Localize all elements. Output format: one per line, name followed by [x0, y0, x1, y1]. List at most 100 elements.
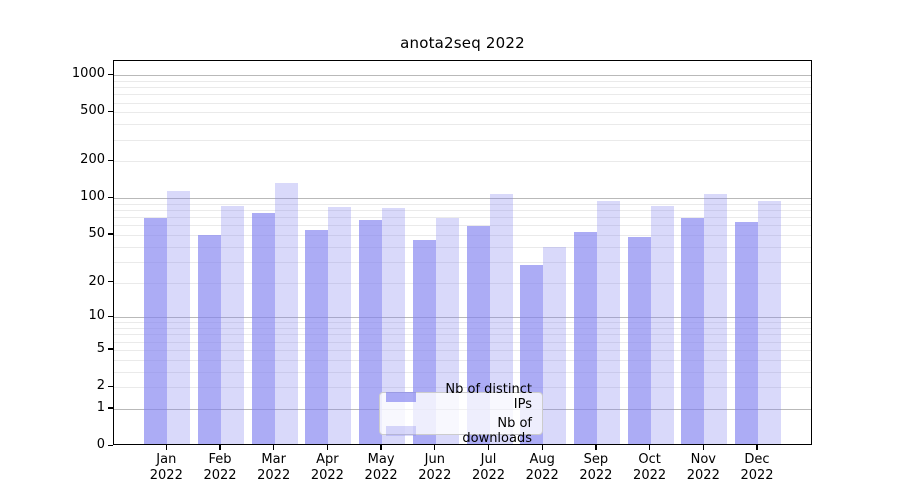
- x-tick-mark: [702, 445, 704, 450]
- bar-distinct-ips-oct: [627, 237, 651, 444]
- gridline-minor: [114, 203, 811, 205]
- gridline-minor: [114, 246, 811, 248]
- legend-label-downloads: Nb of downloads: [462, 415, 532, 446]
- x-tick-mark: [541, 445, 543, 450]
- bar-downloads-aug: [543, 247, 567, 444]
- x-tick-label-apr: Apr 2022: [310, 452, 344, 483]
- gridline-minor: [114, 261, 811, 263]
- y-tick-mark: [108, 348, 113, 350]
- legend-swatch-downloads-icon: [386, 425, 416, 436]
- gridline-minor: [114, 234, 811, 236]
- y-tick-mark: [108, 444, 113, 446]
- x-tick-mark: [380, 445, 382, 450]
- bar-downloads-jul: [489, 193, 513, 444]
- y-tick-mark: [108, 407, 113, 409]
- gridline-minor: [114, 334, 811, 336]
- gridline-minor: [114, 322, 811, 324]
- y-tick-label: 0: [96, 437, 105, 452]
- x-tick-mark: [487, 445, 490, 450]
- bar-downloads-oct: [650, 205, 674, 444]
- gridline-minor: [114, 341, 811, 343]
- bar-distinct-ips-mar: [251, 212, 275, 444]
- gridline-major: [114, 317, 811, 319]
- legend-swatch-distinct-ips-icon: [386, 391, 416, 402]
- y-tick-label: 200: [80, 152, 105, 168]
- y-tick-mark: [108, 196, 113, 199]
- gridline-minor: [114, 210, 811, 212]
- chart-title: anota2seq 2022: [400, 34, 525, 52]
- bar-distinct-ips-feb: [198, 235, 221, 444]
- bar-downloads-may: [382, 208, 406, 444]
- y-tick-label: 20: [88, 273, 105, 289]
- bar-distinct-ips-may: [359, 219, 383, 444]
- gridline-minor: [114, 349, 811, 351]
- x-tick-mark: [219, 445, 221, 450]
- bar-downloads-mar: [274, 182, 298, 444]
- bar-distinct-ips-nov: [681, 218, 705, 444]
- x-tick-label-jul: Jul 2022: [471, 452, 506, 483]
- x-tick-mark: [595, 445, 597, 450]
- y-tick-mark: [108, 73, 113, 75]
- y-tick-label: 1000: [71, 66, 105, 82]
- x-tick-mark: [326, 445, 329, 450]
- x-tick-label-jun: Jun 2022: [418, 452, 452, 483]
- x-tick-mark: [434, 445, 436, 450]
- y-tick-label: 5: [96, 340, 105, 356]
- bar-distinct-ips-sep: [573, 231, 597, 444]
- y-tick-mark: [108, 233, 113, 235]
- gridline-major: [114, 198, 811, 200]
- bar-distinct-ips-dec: [735, 221, 758, 444]
- gridline-minor: [114, 282, 811, 284]
- gridline-minor: [114, 371, 811, 373]
- bar-distinct-ips-apr: [305, 229, 329, 444]
- gridline-minor: [114, 387, 811, 388]
- legend: Nb of distinct IPs Nb of downloads: [379, 382, 543, 446]
- x-tick-label-jan: Jan 2022: [149, 452, 183, 483]
- bar-downloads-apr: [328, 207, 352, 444]
- y-tick-label: 100: [80, 189, 105, 205]
- x-tick-mark: [756, 445, 758, 450]
- x-tick-mark: [648, 445, 651, 450]
- bar-downloads-jun: [435, 218, 459, 444]
- bar-downloads-jan: [167, 191, 191, 444]
- gridline-minor: [114, 359, 811, 361]
- x-tick-label-mar: Mar 2022: [257, 452, 291, 483]
- y-tick-mark: [108, 385, 113, 387]
- bar-distinct-ips-jan: [144, 217, 168, 444]
- y-tick-mark: [108, 110, 113, 113]
- y-tick-label: 2: [96, 378, 105, 393]
- gridline-minor: [114, 225, 811, 227]
- bar-downloads-sep: [596, 200, 620, 444]
- x-tick-label-oct: Oct 2022: [633, 452, 667, 483]
- gridline-minor: [114, 328, 811, 329]
- legend-label-distinct-ips: Nb of distinct IPs: [445, 381, 532, 412]
- x-tick-label-sep: Sep 2022: [579, 452, 613, 483]
- x-tick-mark: [165, 445, 167, 450]
- x-tick-label-nov: Nov 2022: [686, 452, 720, 483]
- gridline-minor: [114, 161, 811, 163]
- y-tick-label: 500: [80, 103, 105, 119]
- legend-row-distinct-ips: Nb of distinct IPs: [386, 382, 536, 412]
- x-tick-label-dec: Dec 2022: [740, 452, 774, 483]
- bar-downloads-nov: [704, 193, 728, 444]
- gridline-major: [114, 75, 811, 77]
- gridline-minor: [114, 124, 811, 126]
- legend-row-downloads: Nb of downloads: [386, 416, 536, 446]
- y-tick-label: 50: [88, 225, 105, 241]
- y-tick-mark: [108, 315, 113, 318]
- gridline-minor: [114, 139, 811, 141]
- gridline-minor: [114, 94, 811, 96]
- bar-distinct-ips-jul: [466, 226, 490, 444]
- x-tick-label-feb: Feb 2022: [203, 452, 237, 483]
- gridline-minor: [114, 112, 811, 114]
- bar-downloads-dec: [758, 200, 781, 444]
- x-tick-mark: [273, 445, 275, 450]
- gridline-minor: [114, 80, 811, 82]
- gridline-minor: [114, 102, 811, 104]
- y-tick-label: 10: [88, 308, 105, 324]
- x-tick-label-may: May 2022: [364, 452, 398, 483]
- gridline-minor: [114, 217, 811, 219]
- y-tick-label: 1: [96, 399, 105, 415]
- gridline-minor: [114, 87, 811, 88]
